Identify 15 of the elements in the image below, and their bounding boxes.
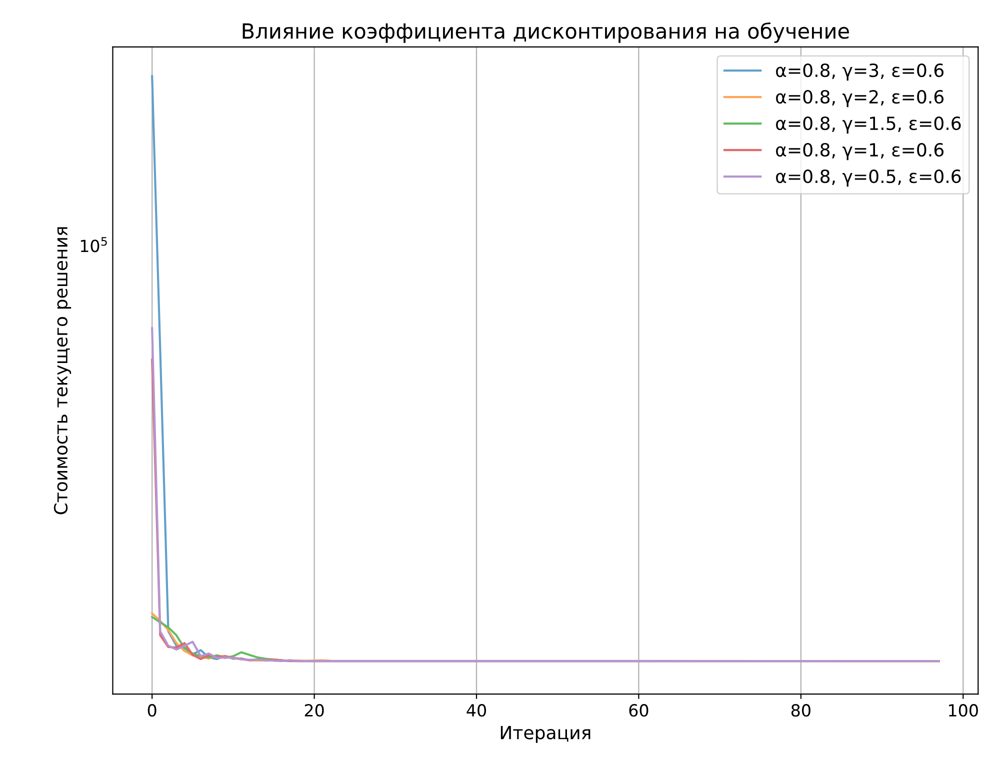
x-tick-label: 0 [148,704,156,717]
legend-label: α=0.8, γ=2, ε=0.6 [776,90,944,108]
text: 10$^{5}$ [80,237,107,252]
x-axis-title: Итерация [500,726,590,743]
x-tick-label: 20 [304,704,324,717]
y-axis-title: Стоимость текущего решения [54,227,72,514]
legend-label: α=0.8, γ=1.5, ε=0.6 [776,116,961,134]
x-tick-label: 60 [629,704,648,717]
x-tick-label: 80 [791,704,810,717]
legend-label: α=0.8, γ=0.5, ε=0.6 [776,169,961,187]
x-tick-label: 100 [949,704,978,717]
legend-label: α=0.8, γ=3, ε=0.6 [776,63,944,81]
chart-title: Влияние коэффициента дисконтирования на обучение [242,22,849,43]
x-tick-label: 40 [466,704,486,717]
legend-label: α=0.8, γ=1, ε=0.6 [776,142,944,160]
